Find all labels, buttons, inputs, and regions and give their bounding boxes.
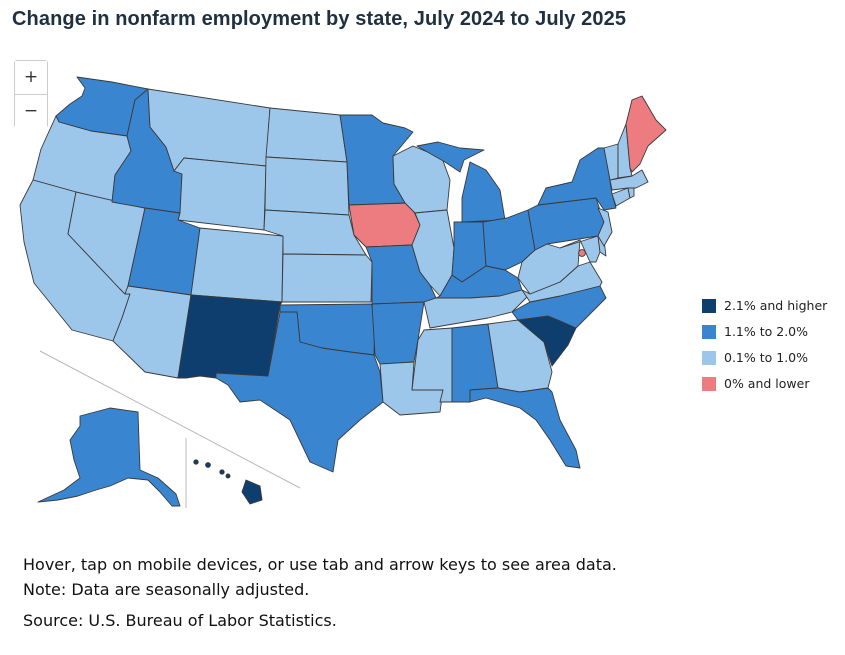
- legend-swatch: [702, 376, 716, 391]
- legend-label: 0.1% to 1.0%: [724, 350, 809, 365]
- map-title: Change in nonfarm employment by state, J…: [12, 8, 627, 30]
- legend-swatch: [702, 324, 716, 339]
- state-colorado[interactable]: [190, 227, 284, 303]
- legend-label: 0% and lower: [724, 376, 810, 391]
- map-notes: Hover, tap on mobile devices, or use tab…: [23, 552, 617, 633]
- legend-item-1.1-to-2.0[interactable]: 1.1% to 2.0%: [702, 324, 827, 339]
- zoom-in-button[interactable]: +: [15, 61, 47, 94]
- state-maine[interactable]: [625, 95, 667, 173]
- state-north-dakota[interactable]: [265, 107, 348, 163]
- state-south-dakota[interactable]: [264, 156, 350, 216]
- state-new-york[interactable]: [537, 147, 617, 211]
- zoom-out-button[interactable]: −: [15, 95, 47, 128]
- legend-label: 2.1% and higher: [724, 298, 828, 313]
- zoom-control: + −: [14, 60, 48, 128]
- state-new-mexico[interactable]: [177, 294, 283, 379]
- district-of-columbia[interactable]: [578, 249, 586, 257]
- state-connecticut[interactable]: [611, 187, 631, 207]
- state-kansas[interactable]: [281, 253, 373, 303]
- state-iowa[interactable]: [348, 202, 421, 248]
- data-note: Note: Data are seasonally adjusted.: [23, 580, 310, 599]
- legend-item-2.1-and-higher[interactable]: 2.1% and higher: [702, 298, 827, 313]
- state-new-jersey[interactable]: [597, 207, 613, 247]
- state-texas[interactable]: [215, 311, 384, 473]
- map-legend: 2.1% and higher 1.1% to 2.0% 0.1% to 1.0…: [702, 298, 827, 402]
- source-note: Source: U.S. Bureau of Labor Statistics.: [23, 611, 337, 630]
- state-hawaii[interactable]: [193, 459, 263, 505]
- hover-instruction: Hover, tap on mobile devices, or use tab…: [23, 555, 617, 574]
- legend-item-0.1-to-1.0[interactable]: 0.1% to 1.0%: [702, 350, 827, 365]
- legend-swatch: [702, 350, 716, 365]
- legend-item-0-and-lower[interactable]: 0% and lower: [702, 376, 827, 391]
- zoom-divider: [15, 94, 47, 95]
- state-massachusetts[interactable]: [609, 169, 649, 191]
- inset-divider-line: [39, 350, 301, 489]
- legend-label: 1.1% to 2.0%: [724, 324, 809, 339]
- state-florida[interactable]: [469, 387, 581, 469]
- state-wyoming[interactable]: [173, 157, 267, 231]
- legend-swatch: [702, 298, 716, 313]
- state-new-hampshire[interactable]: [617, 123, 633, 179]
- state-illinois[interactable]: [411, 209, 455, 297]
- state-alaska[interactable]: [37, 407, 181, 507]
